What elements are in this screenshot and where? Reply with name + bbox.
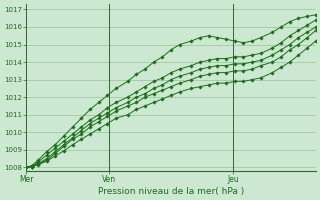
X-axis label: Pression niveau de la mer( hPa ): Pression niveau de la mer( hPa ) <box>98 187 244 196</box>
